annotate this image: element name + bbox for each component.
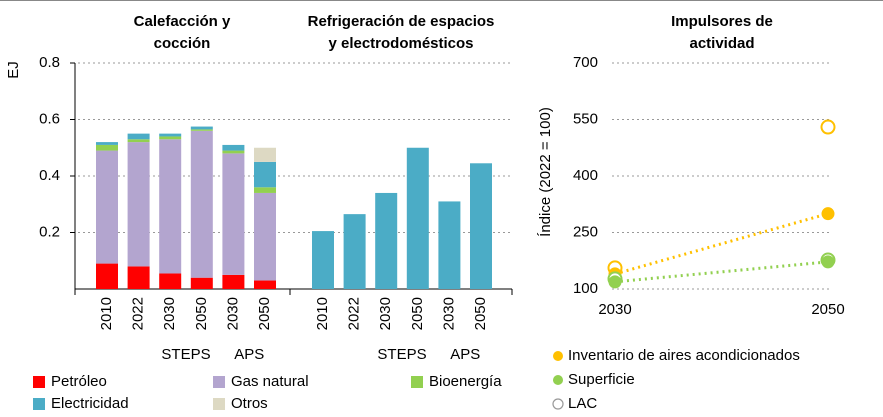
bar-segment [190, 277, 213, 289]
x-tick-label: 2050 [811, 301, 844, 318]
bar-segment [254, 147, 276, 162]
y-tick-label: 250 [573, 223, 598, 240]
panel-title: cocción [154, 35, 211, 52]
x-tick-label: 2022 [130, 297, 147, 330]
bar-segment [254, 192, 276, 281]
bar-segment [190, 130, 213, 278]
bar-segment [222, 150, 245, 154]
bar [343, 214, 366, 289]
panel-title: Calefacción y [134, 13, 231, 30]
bar [438, 201, 461, 289]
legend-label: Electricidad [51, 395, 129, 412]
y-tick-label: 100 [573, 280, 598, 297]
legend-label: Superficie [568, 371, 635, 388]
group-label: STEPS [161, 346, 210, 363]
bar-segment [96, 150, 118, 264]
legend-label: Otros [231, 395, 268, 412]
group-label: STEPS [377, 346, 426, 363]
bar-segment [222, 274, 245, 289]
open-marker [820, 119, 836, 135]
panel-title: actividad [689, 35, 754, 52]
bar-segment [222, 144, 245, 151]
legend-label: Bioenergía [429, 373, 502, 390]
legend-marker [552, 398, 564, 410]
bar [375, 192, 398, 289]
bar-segment [159, 133, 182, 137]
bar-segment [127, 142, 150, 267]
bar-segment [254, 161, 276, 188]
group-label: APS [234, 346, 264, 363]
x-tick-label: 2050 [193, 297, 210, 330]
bar [470, 163, 492, 289]
x-tick-label: 2030 [440, 297, 457, 330]
y-tick-label: 700 [573, 54, 598, 71]
x-tick-label: 2010 [314, 297, 331, 330]
x-tick-label: 2050 [409, 297, 426, 330]
marker [821, 207, 835, 221]
y-axis-label: Índice (2022 = 100) [537, 107, 554, 237]
y-tick-label: 0.6 [39, 110, 60, 127]
bar-segment [190, 126, 213, 130]
panel-title: Refrigeración de espacios [308, 13, 495, 30]
legend-swatch [411, 376, 423, 388]
bar-segment [190, 129, 213, 131]
bar-segment [222, 153, 245, 275]
bar-segment [96, 263, 118, 289]
marker [608, 275, 622, 289]
series-line [614, 212, 829, 276]
x-tick-label: 2030 [161, 297, 178, 330]
bar-segment [159, 139, 182, 274]
legend-swatch [213, 398, 225, 410]
bar-segment [254, 187, 276, 193]
bar-segment [127, 133, 150, 140]
legend-label: LAC [568, 395, 597, 412]
x-tick-label: 2050 [472, 297, 489, 330]
legend-marker [553, 351, 563, 361]
legend-label: Gas natural [231, 373, 309, 390]
x-tick-label: 2030 [224, 297, 241, 330]
x-tick-label: 2030 [598, 301, 631, 318]
bar-segment [254, 280, 276, 289]
bar [406, 147, 429, 289]
marker [821, 255, 835, 269]
bar-segment [159, 136, 182, 140]
bar-segment [159, 273, 182, 289]
legend-label: Petróleo [51, 373, 107, 390]
series-line [614, 260, 829, 284]
x-tick-label: 2022 [346, 297, 363, 330]
legend-swatch [33, 376, 45, 388]
bar-segment [127, 139, 150, 143]
panel-title: Impulsores de [671, 13, 773, 30]
bar-segment [127, 266, 150, 289]
panel-title: y electrodomésticos [328, 35, 473, 52]
y-tick-label: 400 [573, 167, 598, 184]
x-tick-label: 2050 [256, 297, 273, 330]
legend-label: Inventario de aires acondicionados [568, 347, 800, 364]
legend-marker [553, 375, 563, 385]
x-tick-label: 2030 [377, 297, 394, 330]
bar-segment [96, 142, 118, 145]
y-tick-label: 0.2 [39, 223, 60, 240]
bar-segment [96, 144, 118, 151]
y-tick-label: 550 [573, 110, 598, 127]
legend-swatch [213, 376, 225, 388]
y-axis-label: EJ [5, 61, 22, 79]
bar [312, 231, 334, 289]
x-tick-label: 2010 [98, 297, 115, 330]
y-tick-label: 0.4 [39, 167, 60, 184]
legend-swatch [33, 398, 45, 410]
y-tick-label: 0.8 [39, 54, 60, 71]
group-label: APS [450, 346, 480, 363]
